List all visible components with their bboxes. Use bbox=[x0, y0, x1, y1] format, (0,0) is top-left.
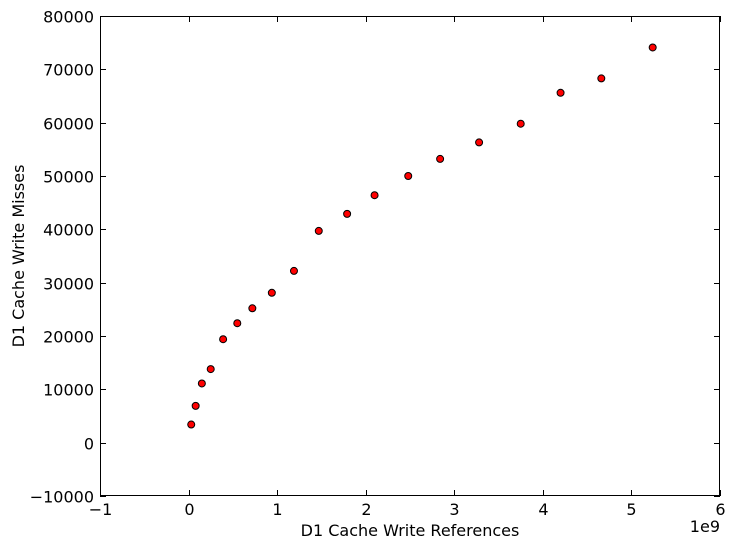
data-point bbox=[314, 226, 323, 235]
x-offset-label: 1e9 bbox=[690, 517, 720, 536]
data-point bbox=[219, 335, 228, 344]
data-point bbox=[648, 43, 657, 52]
y-axis-label: D1 Cache Write Misses bbox=[9, 165, 28, 348]
x-tick-label: 3 bbox=[449, 500, 459, 519]
y-axis-ticks: −10000 0 10000 20000 30000 40000 50000 60000 700… bbox=[30, 8, 720, 507]
x-axis-ticks: −1 0 1 2 3 4 5 6 bbox=[89, 16, 726, 519]
x-tick-label: 1 bbox=[272, 500, 282, 519]
x-tick-label: 0 bbox=[184, 500, 194, 519]
y-tick-label: 40000 bbox=[43, 221, 94, 240]
data-point bbox=[187, 420, 196, 429]
data-point bbox=[343, 209, 352, 218]
data-point bbox=[475, 138, 484, 147]
x-axis-label: D1 Cache Write References bbox=[301, 521, 520, 540]
data-point bbox=[436, 154, 445, 163]
data-point bbox=[404, 172, 413, 180]
data-point bbox=[370, 191, 379, 200]
data-point bbox=[267, 288, 276, 297]
data-point bbox=[289, 266, 298, 275]
x-tick-label: 4 bbox=[538, 500, 548, 519]
data-point bbox=[556, 88, 565, 97]
y-tick-label: 80000 bbox=[43, 8, 94, 27]
y-tick-label: 50000 bbox=[43, 168, 94, 187]
y-tick-label: 60000 bbox=[43, 115, 94, 134]
data-point bbox=[191, 401, 200, 410]
data-point bbox=[516, 119, 525, 128]
y-tick-label: 20000 bbox=[43, 328, 94, 347]
y-tick-label: 70000 bbox=[43, 61, 94, 80]
x-tick-label: 5 bbox=[626, 500, 636, 519]
data-point bbox=[597, 74, 606, 83]
x-tick-label: 6 bbox=[715, 500, 725, 519]
data-point bbox=[197, 379, 206, 388]
data-point bbox=[248, 304, 257, 313]
x-tick-label: −1 bbox=[89, 500, 113, 519]
data-point bbox=[233, 319, 242, 328]
plot-frame bbox=[100, 16, 720, 496]
data-points bbox=[187, 43, 657, 429]
y-tick-label: −10000 bbox=[30, 488, 94, 507]
y-tick-label: 30000 bbox=[43, 275, 94, 294]
x-tick-label: 2 bbox=[361, 500, 371, 519]
y-tick-label: 0 bbox=[84, 435, 94, 454]
data-point bbox=[206, 365, 215, 374]
y-tick-label: 10000 bbox=[43, 381, 94, 400]
